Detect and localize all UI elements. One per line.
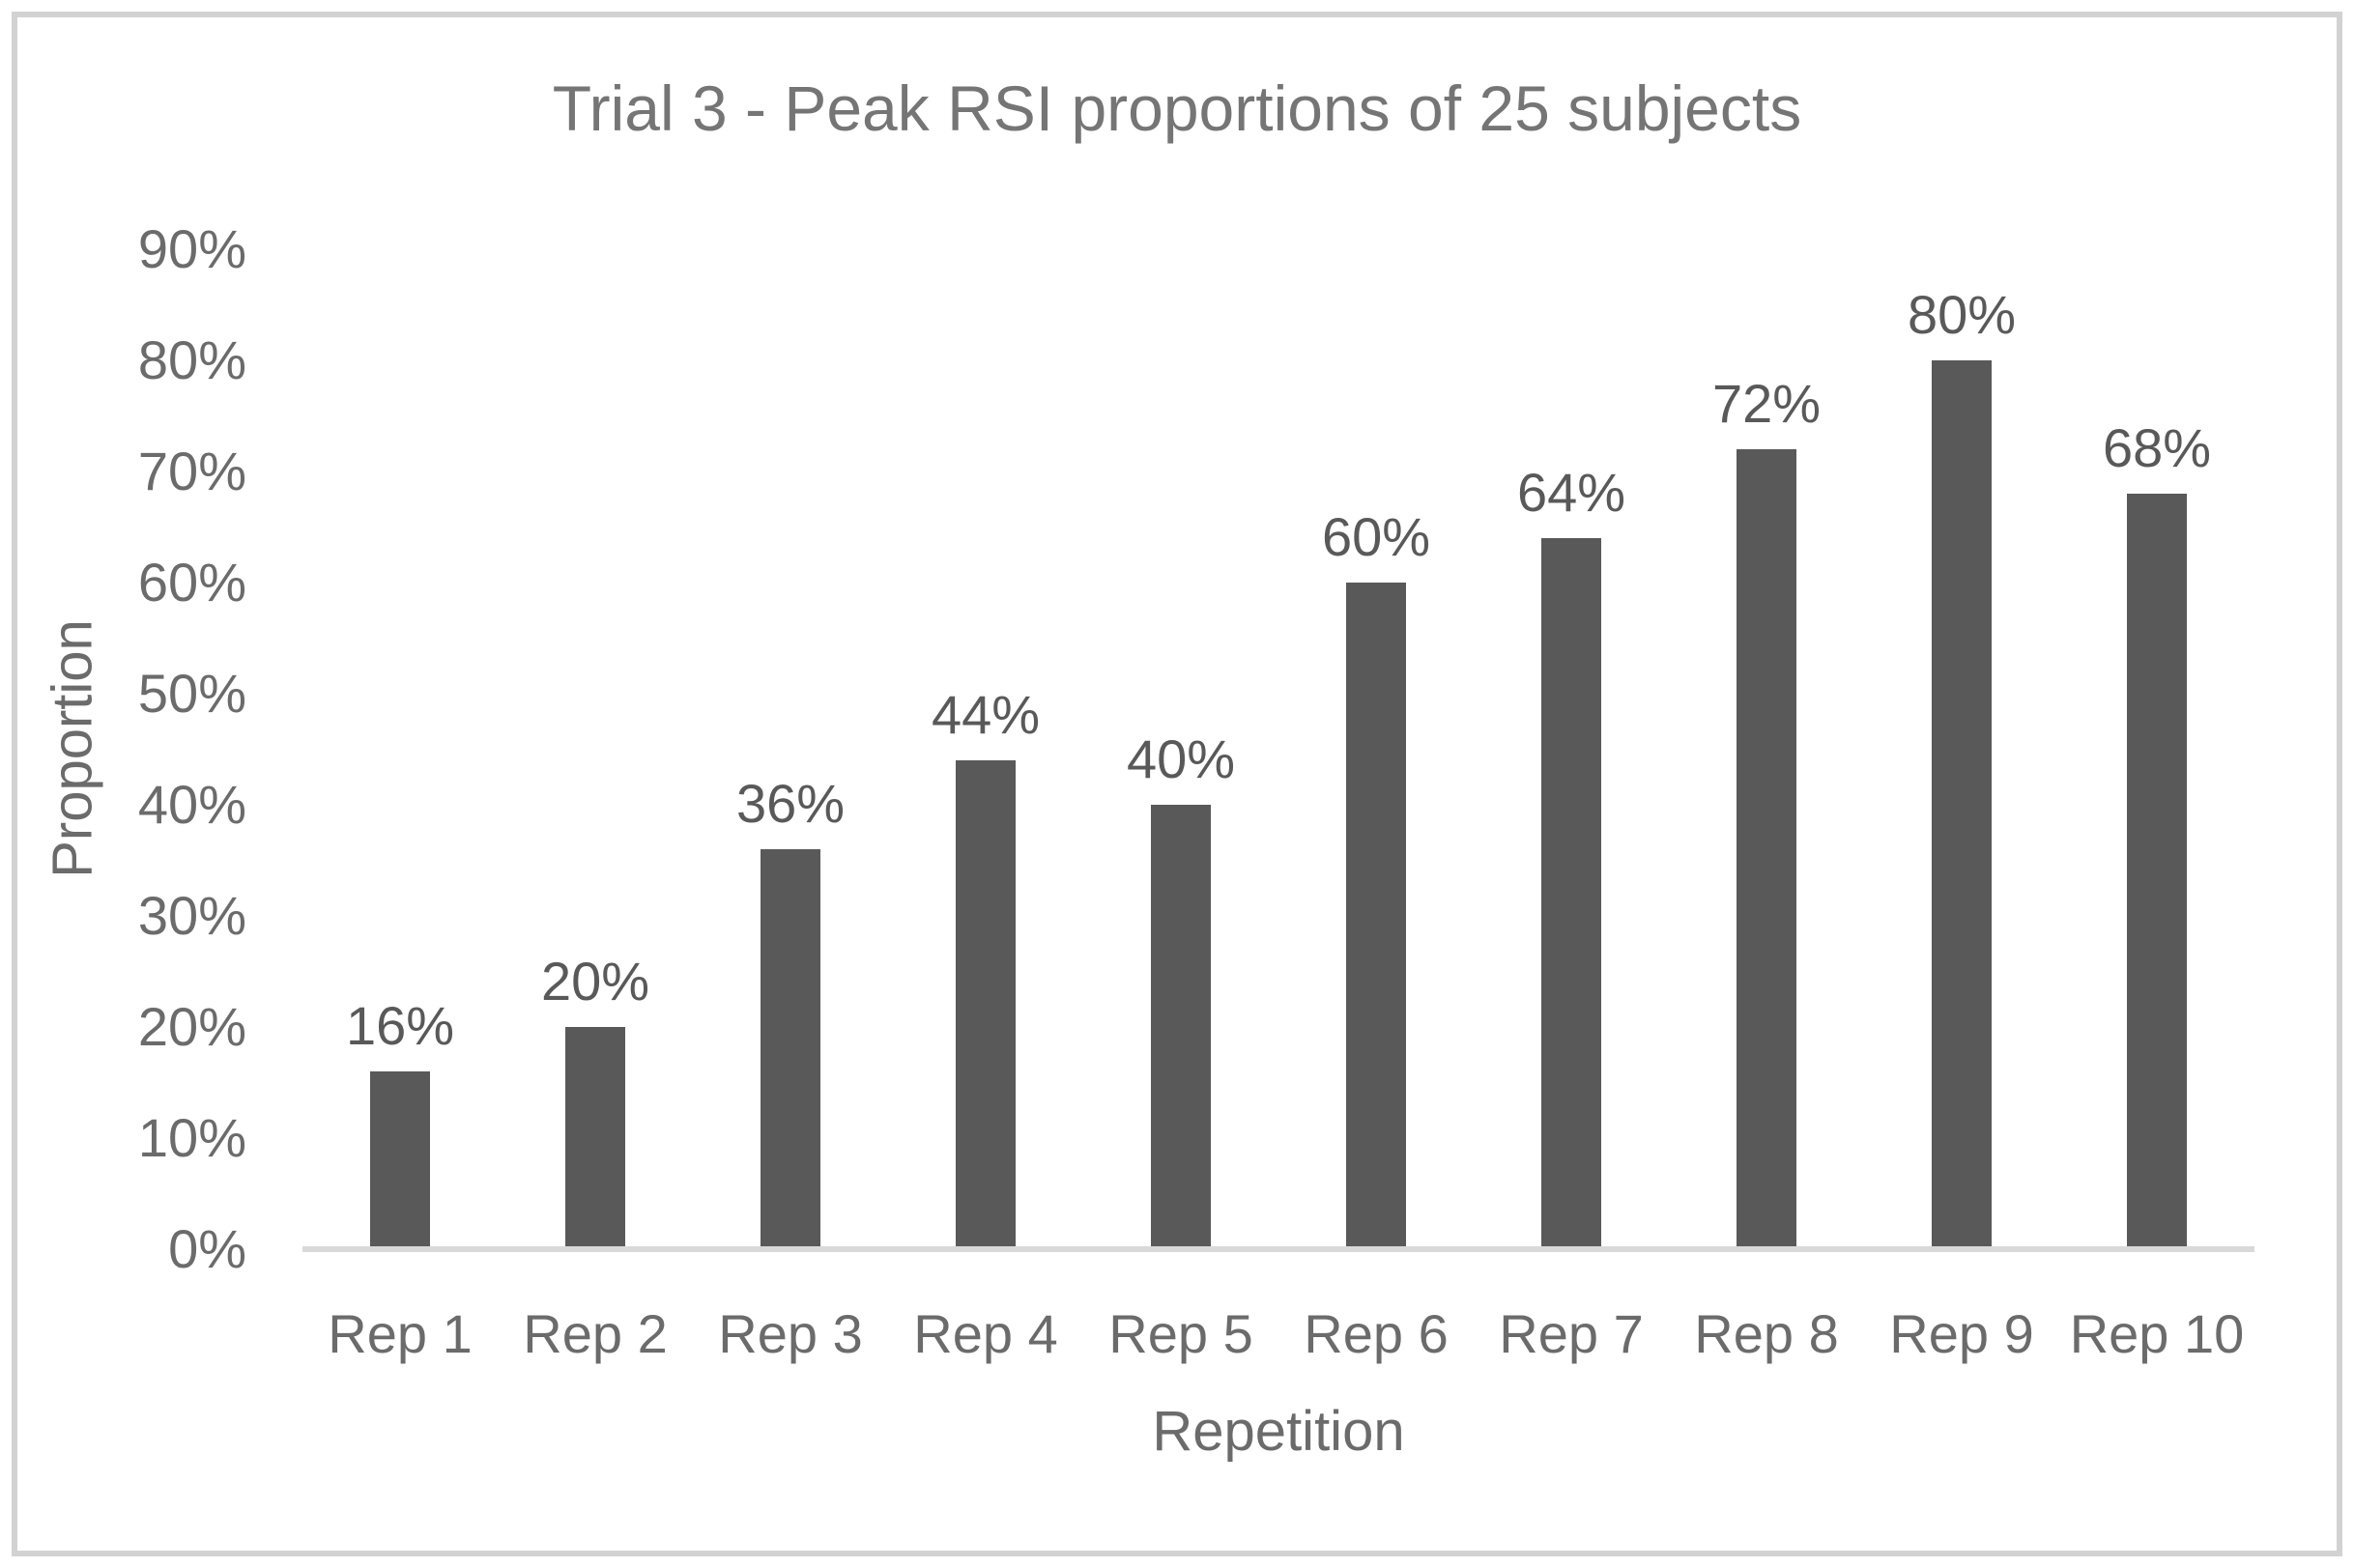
- data-label: 16%: [345, 995, 455, 1056]
- bar-rep-9: [1932, 360, 1992, 1249]
- data-label: 68%: [2102, 417, 2212, 478]
- x-tick-label: Rep 5: [1108, 1303, 1253, 1364]
- x-tick-label: Rep 7: [1499, 1303, 1644, 1364]
- chart-frame-border: [12, 12, 2342, 1556]
- x-axis-line: [302, 1246, 2254, 1252]
- bar-rep-10: [2127, 494, 2187, 1249]
- data-label: 72%: [1711, 373, 1822, 434]
- y-tick-label: 20%: [137, 996, 246, 1057]
- bar-rep-8: [1737, 449, 1796, 1249]
- data-label: 36%: [735, 773, 846, 834]
- x-tick-label: Rep 3: [718, 1303, 863, 1364]
- bar-rep-4: [956, 760, 1016, 1249]
- y-tick-label: 50%: [137, 663, 246, 724]
- y-tick-label: 30%: [137, 885, 246, 946]
- data-label: 80%: [1907, 284, 2017, 345]
- y-tick-label: 80%: [137, 329, 246, 390]
- y-tick-label: 90%: [137, 218, 246, 279]
- bar-rep-5: [1151, 805, 1211, 1249]
- y-tick-label: 70%: [137, 441, 246, 501]
- x-tick-label: Rep 9: [1889, 1303, 2034, 1364]
- data-label: 64%: [1516, 462, 1626, 523]
- x-tick-label: Rep 6: [1304, 1303, 1449, 1364]
- data-label: 20%: [540, 951, 650, 1012]
- bar-rep-2: [565, 1027, 625, 1249]
- y-tick-label: 10%: [137, 1107, 246, 1168]
- bar-rep-3: [761, 849, 820, 1249]
- bar-rep-1: [370, 1071, 430, 1249]
- y-tick-label: 40%: [137, 774, 246, 835]
- data-label: 60%: [1321, 506, 1431, 567]
- x-tick-label: Rep 4: [913, 1303, 1058, 1364]
- x-tick-label: Rep 8: [1694, 1303, 1839, 1364]
- x-tick-label: Rep 10: [2069, 1303, 2245, 1364]
- y-axis-title: Proportion: [41, 619, 104, 878]
- y-tick-label: 0%: [168, 1218, 246, 1279]
- data-label: 44%: [931, 684, 1041, 745]
- bar-rep-6: [1346, 583, 1406, 1249]
- data-label: 40%: [1126, 728, 1236, 789]
- x-tick-label: Rep 1: [328, 1303, 473, 1364]
- bar-rep-7: [1541, 538, 1601, 1249]
- plot-area: 16% 20% 36% 44% 40% 60% 64% 72% 80% 68%: [302, 249, 2254, 1252]
- x-axis-title: Repetition: [1152, 1400, 1405, 1463]
- x-tick-label: Rep 2: [523, 1303, 668, 1364]
- chart-title: Trial 3 - Peak RSI proportions of 25 sub…: [552, 72, 1802, 144]
- y-tick-label: 60%: [137, 552, 246, 613]
